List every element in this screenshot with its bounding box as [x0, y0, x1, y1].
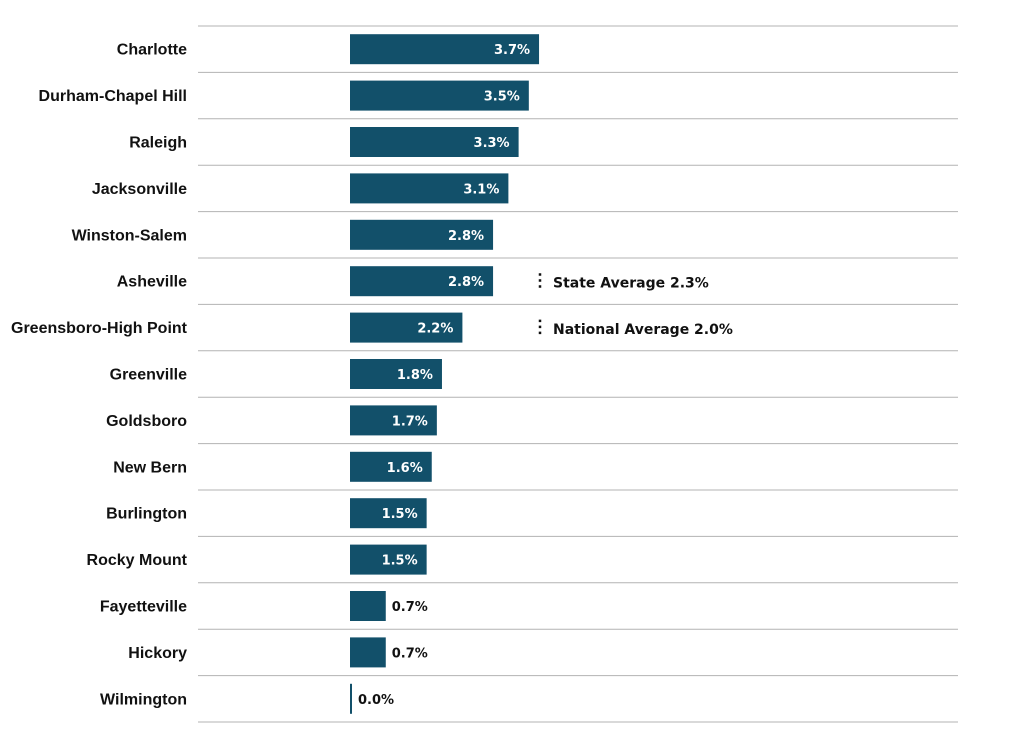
bar [350, 127, 519, 157]
category-label: Greensboro-High Point [11, 320, 188, 337]
bar [350, 359, 442, 389]
bar [350, 312, 463, 343]
category-label: Charlotte [117, 42, 187, 59]
bar [350, 34, 540, 65]
value-label: 1.5% [382, 507, 418, 522]
value-label: 0.0% [358, 693, 394, 708]
category-label: Hickory [128, 645, 187, 662]
bar [350, 544, 427, 575]
value-label: 0.7% [392, 600, 428, 615]
bar [350, 219, 494, 250]
category-label: Burlington [106, 506, 187, 523]
value-label: 1.5% [382, 554, 418, 569]
reference-label: State Average 2.3% [553, 276, 709, 292]
category-label: Rocky Mount [87, 552, 188, 569]
value-label: 3.5% [484, 90, 520, 105]
category-label: Asheville [117, 274, 187, 291]
bar [350, 173, 509, 204]
category-label: Goldsboro [106, 413, 187, 430]
value-label: 1.6% [387, 461, 423, 476]
category-label: Greenville [110, 367, 187, 384]
category-label: Durham-Chapel Hill [39, 88, 187, 105]
value-label: 3.3% [474, 136, 510, 151]
bar [350, 80, 529, 111]
value-label: 2.8% [448, 229, 484, 244]
bar [350, 266, 494, 297]
bar [350, 683, 352, 714]
reference-label: National Average 2.0% [553, 322, 733, 338]
bar [350, 451, 432, 482]
category-label: Jacksonville [92, 181, 187, 198]
bar [350, 405, 437, 436]
value-label: 1.8% [397, 368, 433, 383]
value-label: 0.7% [392, 646, 428, 661]
category-label: Winston-Salem [72, 227, 187, 244]
bar [350, 591, 386, 621]
value-label: 3.1% [463, 182, 499, 197]
value-label: 3.7% [494, 43, 530, 58]
category-label: Fayetteville [100, 599, 187, 616]
value-label: 2.2% [417, 322, 453, 337]
category-label: Wilmington [100, 691, 187, 708]
category-label: Raleigh [129, 135, 187, 152]
bar [350, 637, 386, 668]
category-label: New Bern [113, 459, 187, 476]
value-label: 2.8% [448, 275, 484, 290]
value-label: 1.7% [392, 414, 428, 429]
bar [350, 498, 427, 529]
